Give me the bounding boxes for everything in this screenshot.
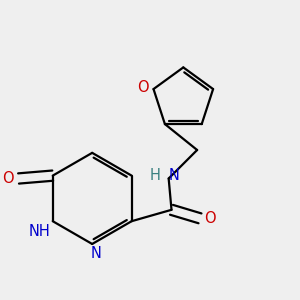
Text: O: O — [2, 171, 14, 186]
Text: H: H — [150, 168, 160, 183]
Text: O: O — [137, 80, 148, 95]
Text: O: O — [204, 211, 216, 226]
Text: N: N — [91, 246, 102, 261]
Text: N: N — [168, 168, 179, 183]
Text: NH: NH — [29, 224, 51, 239]
